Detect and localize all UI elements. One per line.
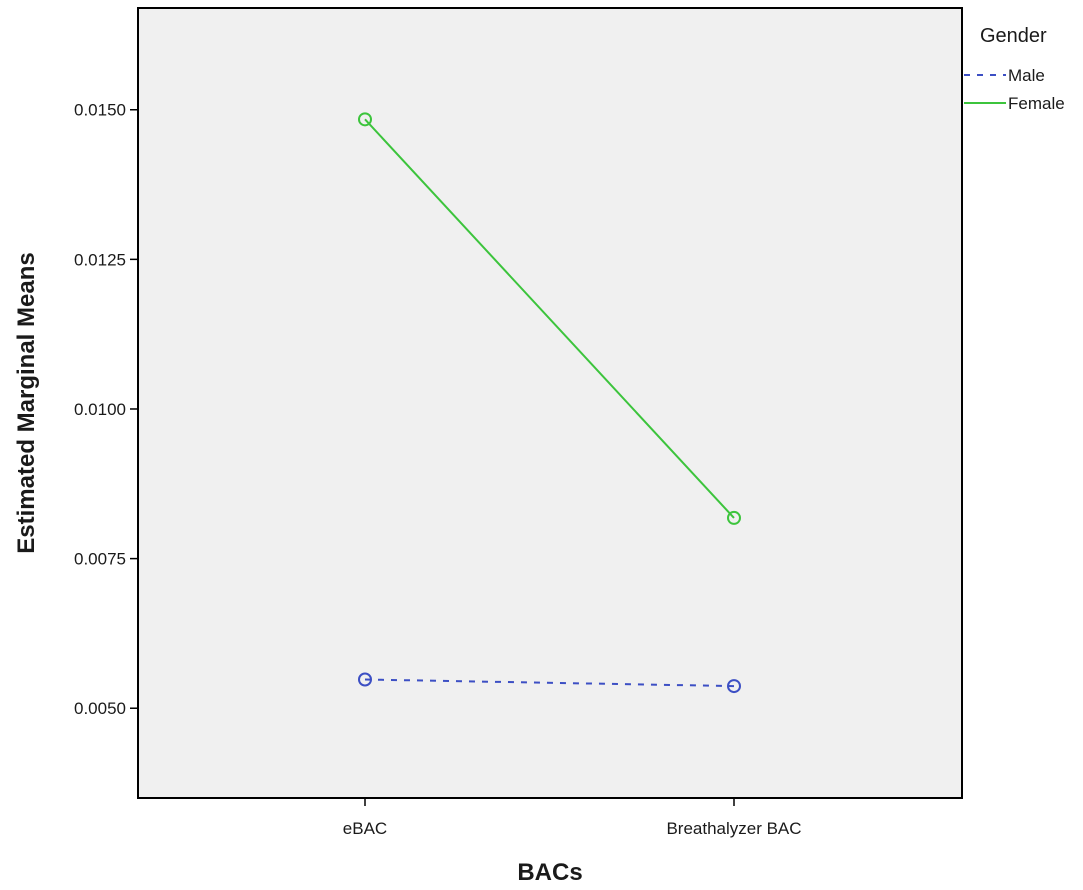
data-point-male: [358, 672, 372, 687]
legend-label-male: Male: [1008, 66, 1045, 85]
series-line-female: [364, 118, 735, 519]
legend-title: Gender: [980, 25, 1047, 47]
y-tick-label: 0.0050: [74, 699, 126, 718]
legend-label-female: Female: [1008, 94, 1065, 113]
y-tick-label: 0.0075: [74, 550, 126, 569]
x-tick-label: Breathalyzer BAC: [666, 819, 801, 838]
plot-area: [137, 7, 963, 799]
y-axis-title: Estimated Marginal Means: [13, 252, 40, 553]
x-tick-label: eBAC: [343, 819, 387, 838]
x-axis-title: BACs: [517, 859, 582, 886]
y-tick-label: 0.0125: [74, 250, 126, 269]
y-tick-label: 0.0150: [74, 101, 126, 120]
data-point-female: [358, 112, 372, 127]
series-line-male: [364, 678, 735, 688]
data-point-male: [727, 679, 741, 694]
y-tick-label: 0.0100: [74, 400, 126, 419]
data-point-female: [727, 510, 741, 525]
